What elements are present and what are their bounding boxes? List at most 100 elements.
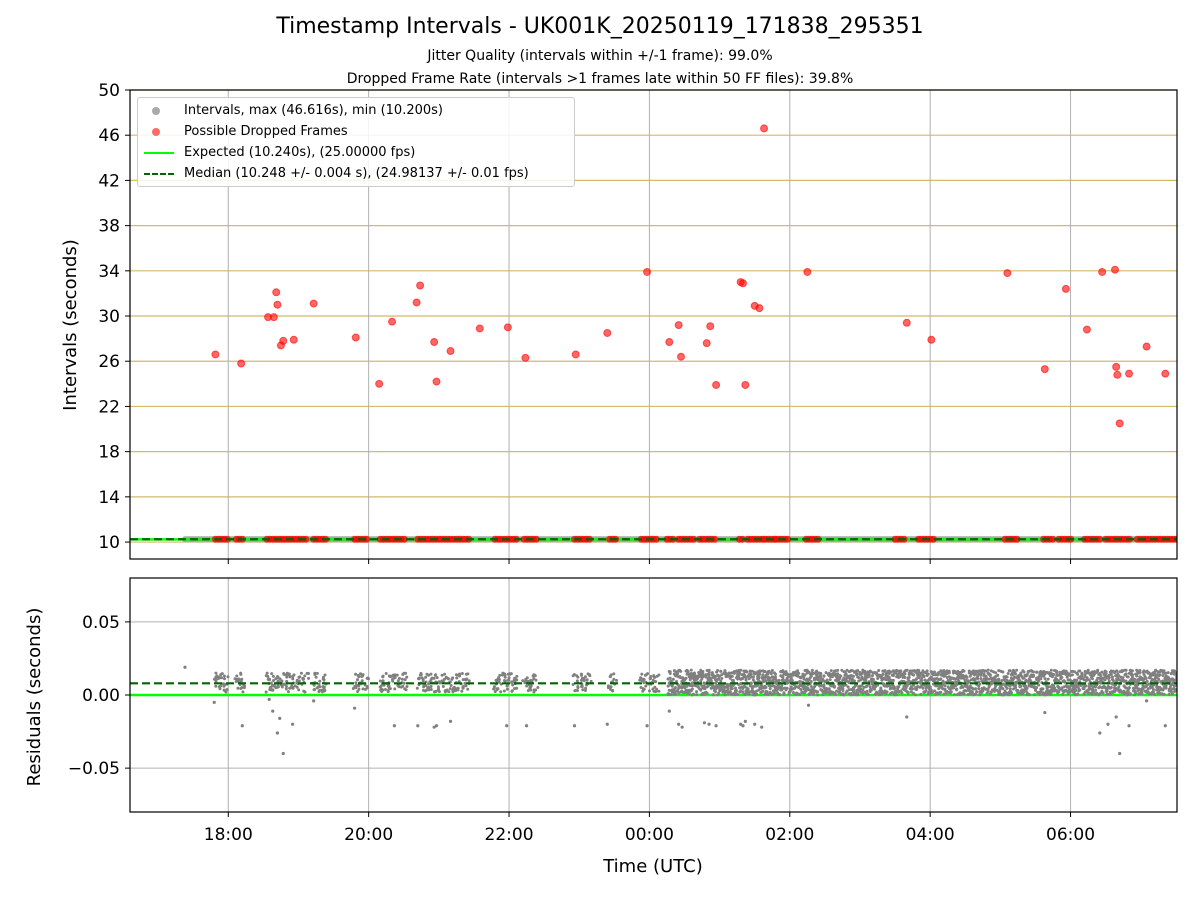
residual-point [1157, 677, 1161, 681]
dropped-frame-point [375, 379, 384, 388]
residual-outlier-point [702, 721, 706, 725]
residual-point [977, 687, 981, 691]
residual-point [1060, 675, 1064, 679]
residual-point [1085, 676, 1089, 680]
legend-item-median: Median (10.248 +/- 0.004 s), (24.98137 +… [138, 164, 574, 184]
residual-point [655, 687, 659, 691]
residual-point [508, 672, 512, 676]
residual-point [460, 689, 464, 693]
dropped-frame-point [755, 304, 764, 313]
residual-point [850, 677, 854, 681]
x-tick-label: 00:00 [625, 825, 674, 845]
residual-point [791, 690, 795, 694]
residual-point [1174, 687, 1177, 691]
residual-point [534, 678, 538, 682]
legend-item-dropped-frames: Possible Dropped Frames [138, 122, 574, 142]
dropped-frame-point [1161, 369, 1170, 378]
residual-point [404, 688, 408, 692]
residual-point [1107, 679, 1111, 683]
residual-point [810, 668, 814, 672]
residual-point [962, 692, 966, 696]
y-tick-label: 38 [98, 217, 120, 237]
residual-point [415, 686, 419, 690]
residual-point [447, 690, 451, 694]
residual-point [1105, 689, 1109, 693]
residual-point [911, 691, 915, 695]
dropped-frame-point [532, 535, 540, 543]
dropped-frame-point [571, 350, 580, 359]
residual-point [1104, 672, 1108, 676]
dropped-frame-point [1110, 265, 1119, 274]
residual-point [799, 687, 803, 691]
residual-point [768, 687, 772, 691]
residual-point [816, 693, 820, 697]
residual-point [393, 673, 397, 677]
x-tick-label: 22:00 [485, 825, 534, 845]
residual-point [492, 687, 496, 691]
residual-point [497, 680, 501, 684]
dropped-frame-point [1040, 365, 1049, 374]
residual-point [975, 690, 979, 694]
residual-point [521, 679, 525, 683]
residual-point [1070, 673, 1074, 677]
residual-point [285, 679, 289, 683]
residual-point [1128, 692, 1132, 696]
x-tick-label: 04:00 [906, 825, 955, 845]
residual-point [286, 690, 290, 694]
residual-point [939, 677, 943, 681]
dropped-frame-point [351, 333, 360, 342]
y-tick-label: 26 [98, 352, 120, 372]
residual-point [731, 678, 735, 682]
residual-point [284, 684, 288, 688]
residual-point [1086, 671, 1090, 675]
intervals-axes-frame [129, 89, 1178, 560]
residual-point [510, 681, 514, 685]
residual-point [425, 688, 429, 692]
residual-point [648, 677, 652, 681]
residual-point [1001, 687, 1005, 691]
residual-point [387, 684, 391, 688]
residual-point [707, 673, 711, 677]
residual-point [710, 671, 714, 675]
residual-point [639, 676, 643, 680]
residual-point [225, 688, 229, 692]
residual-point [735, 689, 739, 693]
residual-point [770, 668, 774, 672]
residual-point [931, 673, 935, 677]
residual-point [900, 691, 904, 695]
residual-point [297, 688, 301, 692]
residual-point [583, 688, 587, 692]
residual-point [1151, 690, 1155, 694]
y-tick-label: 22 [98, 397, 120, 417]
residual-point [896, 687, 900, 691]
residual-point [434, 689, 438, 693]
residual-point [381, 679, 385, 683]
residual-point [1151, 688, 1155, 692]
residual-point [836, 672, 840, 676]
residual-point [313, 672, 317, 676]
residual-point [785, 686, 789, 690]
residual-point [834, 692, 838, 696]
dropped-frame-point [603, 328, 612, 337]
residual-point [388, 675, 392, 679]
dropped-frame-point [643, 267, 652, 276]
residual-point [214, 684, 218, 688]
residual-outlier-point [505, 724, 509, 728]
residual-point [887, 672, 891, 676]
residual-outlier-point [677, 722, 681, 726]
residual-point [458, 674, 462, 678]
residual-point [965, 684, 969, 688]
residual-point [967, 680, 971, 684]
residual-point [1019, 684, 1023, 688]
residual-point [947, 670, 951, 674]
residual-point [502, 689, 506, 693]
residual-point [1066, 691, 1070, 695]
residual-point [841, 687, 845, 691]
dropped-frame-point [690, 535, 698, 543]
residual-point [437, 687, 441, 691]
residual-point [723, 693, 727, 697]
residual-point [583, 675, 587, 679]
residual-point [1095, 691, 1099, 695]
y-tick-label: 34 [98, 262, 120, 282]
residual-point [503, 675, 507, 679]
